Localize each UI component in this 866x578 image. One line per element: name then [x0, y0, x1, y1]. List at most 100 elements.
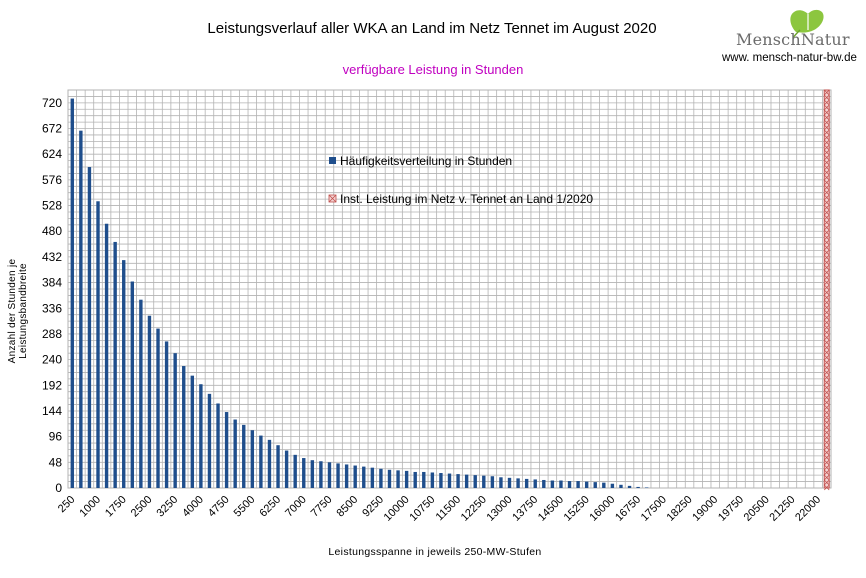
- hatch-stroke: [823, 319, 830, 326]
- hatch-stroke: [823, 429, 830, 436]
- hatch-stroke: [823, 399, 830, 406]
- x-tick-label: 2500: [129, 494, 155, 520]
- hatch-stroke: [823, 419, 830, 426]
- hatch-stroke: [823, 469, 830, 476]
- hatch-stroke: [823, 394, 830, 401]
- hatch-stroke: [823, 409, 830, 416]
- bar: [327, 462, 332, 488]
- x-tick-label: 4750: [206, 494, 232, 520]
- hatch-stroke: [823, 219, 830, 226]
- hatch-stroke: [823, 349, 830, 356]
- x-tick-label: 7750: [309, 494, 335, 520]
- hatch-stroke: [823, 374, 830, 381]
- hatch-stroke: [823, 359, 830, 366]
- hatch-stroke: [823, 404, 830, 411]
- y-tick-label: 240: [42, 353, 62, 367]
- bar: [439, 473, 443, 488]
- bar: [276, 445, 280, 488]
- bar: [302, 458, 306, 488]
- bar: [456, 474, 460, 488]
- hatch-stroke: [823, 249, 830, 256]
- bar: [190, 375, 195, 488]
- hatch-stroke: [823, 354, 830, 361]
- bar: [207, 393, 212, 488]
- hatch-stroke: [823, 224, 830, 231]
- bar: [507, 477, 512, 488]
- hatch-stroke: [823, 229, 830, 236]
- hatch-stroke: [823, 254, 830, 261]
- hatch-stroke: [823, 379, 830, 386]
- hatch-stroke: [823, 119, 830, 126]
- hatch-stroke: [823, 164, 830, 171]
- hatch-stroke: [823, 309, 830, 316]
- chart-title: Leistungsverlauf aller WKA an Land im Ne…: [207, 20, 657, 37]
- bar: [387, 469, 392, 488]
- y-tick-label: 480: [42, 224, 62, 238]
- hatch-stroke: [823, 464, 830, 471]
- y-tick-label: 288: [42, 327, 62, 341]
- hatch-stroke: [823, 314, 830, 321]
- x-tick-label: 19750: [716, 494, 746, 524]
- hatch-stroke: [823, 209, 830, 216]
- bar: [559, 480, 563, 488]
- bar: [319, 461, 323, 488]
- x-tick-label: 3250: [154, 494, 180, 520]
- hatch-stroke: [823, 269, 830, 276]
- bar: [584, 481, 589, 488]
- hatch-stroke: [823, 94, 830, 101]
- hatch-stroke: [823, 339, 830, 346]
- y-tick-label: 336: [42, 301, 62, 315]
- hatch-stroke: [823, 369, 830, 376]
- bar: [224, 412, 229, 488]
- bar: [473, 475, 477, 488]
- bar: [396, 470, 400, 488]
- bar: [250, 430, 255, 488]
- hatch-stroke: [823, 99, 830, 106]
- ginkgo-leaf-icon: [790, 9, 824, 39]
- hatch-stroke: [823, 159, 830, 166]
- hatch-stroke: [823, 434, 830, 441]
- x-tick-label: 21250: [767, 494, 797, 524]
- bar: [293, 454, 297, 488]
- hatch-stroke: [823, 194, 830, 201]
- bar: [627, 485, 632, 488]
- hatch-stroke: [823, 114, 830, 121]
- bar: [70, 98, 74, 488]
- hatch-stroke: [823, 334, 830, 341]
- y-tick-label: 720: [42, 96, 62, 110]
- bar: [644, 487, 649, 488]
- x-tick-label: 5500: [232, 494, 258, 520]
- legend-marker-frequency: [329, 157, 336, 164]
- x-tick-label: 1750: [103, 494, 129, 520]
- bar: [550, 480, 555, 488]
- hatch-stroke: [823, 324, 830, 331]
- x-tick-label: 16750: [613, 494, 643, 524]
- hatch-stroke: [823, 264, 830, 271]
- hatch-stroke: [823, 344, 830, 351]
- bar: [464, 474, 469, 488]
- bar: [164, 341, 169, 488]
- bar: [122, 260, 126, 488]
- hatch-stroke: [823, 329, 830, 336]
- bar: [336, 463, 340, 488]
- hatch-stroke: [823, 174, 830, 181]
- hatch-stroke: [823, 274, 830, 281]
- hatch-stroke: [823, 89, 830, 96]
- x-tick-label: 14500: [536, 494, 566, 524]
- bar: [593, 482, 597, 488]
- x-tick-label: 15250: [562, 494, 592, 524]
- hatch-stroke: [823, 199, 830, 206]
- bar: [259, 435, 263, 488]
- bar: [87, 167, 92, 488]
- y-tick-label: 48: [49, 455, 63, 469]
- hatch-stroke: [823, 124, 830, 131]
- bar: [199, 384, 203, 488]
- y-tick-label: 624: [42, 147, 62, 161]
- bar: [404, 470, 409, 488]
- bar: [216, 403, 220, 488]
- bar: [310, 460, 315, 488]
- bar: [499, 477, 503, 488]
- bar: [344, 464, 349, 488]
- bar: [370, 467, 375, 488]
